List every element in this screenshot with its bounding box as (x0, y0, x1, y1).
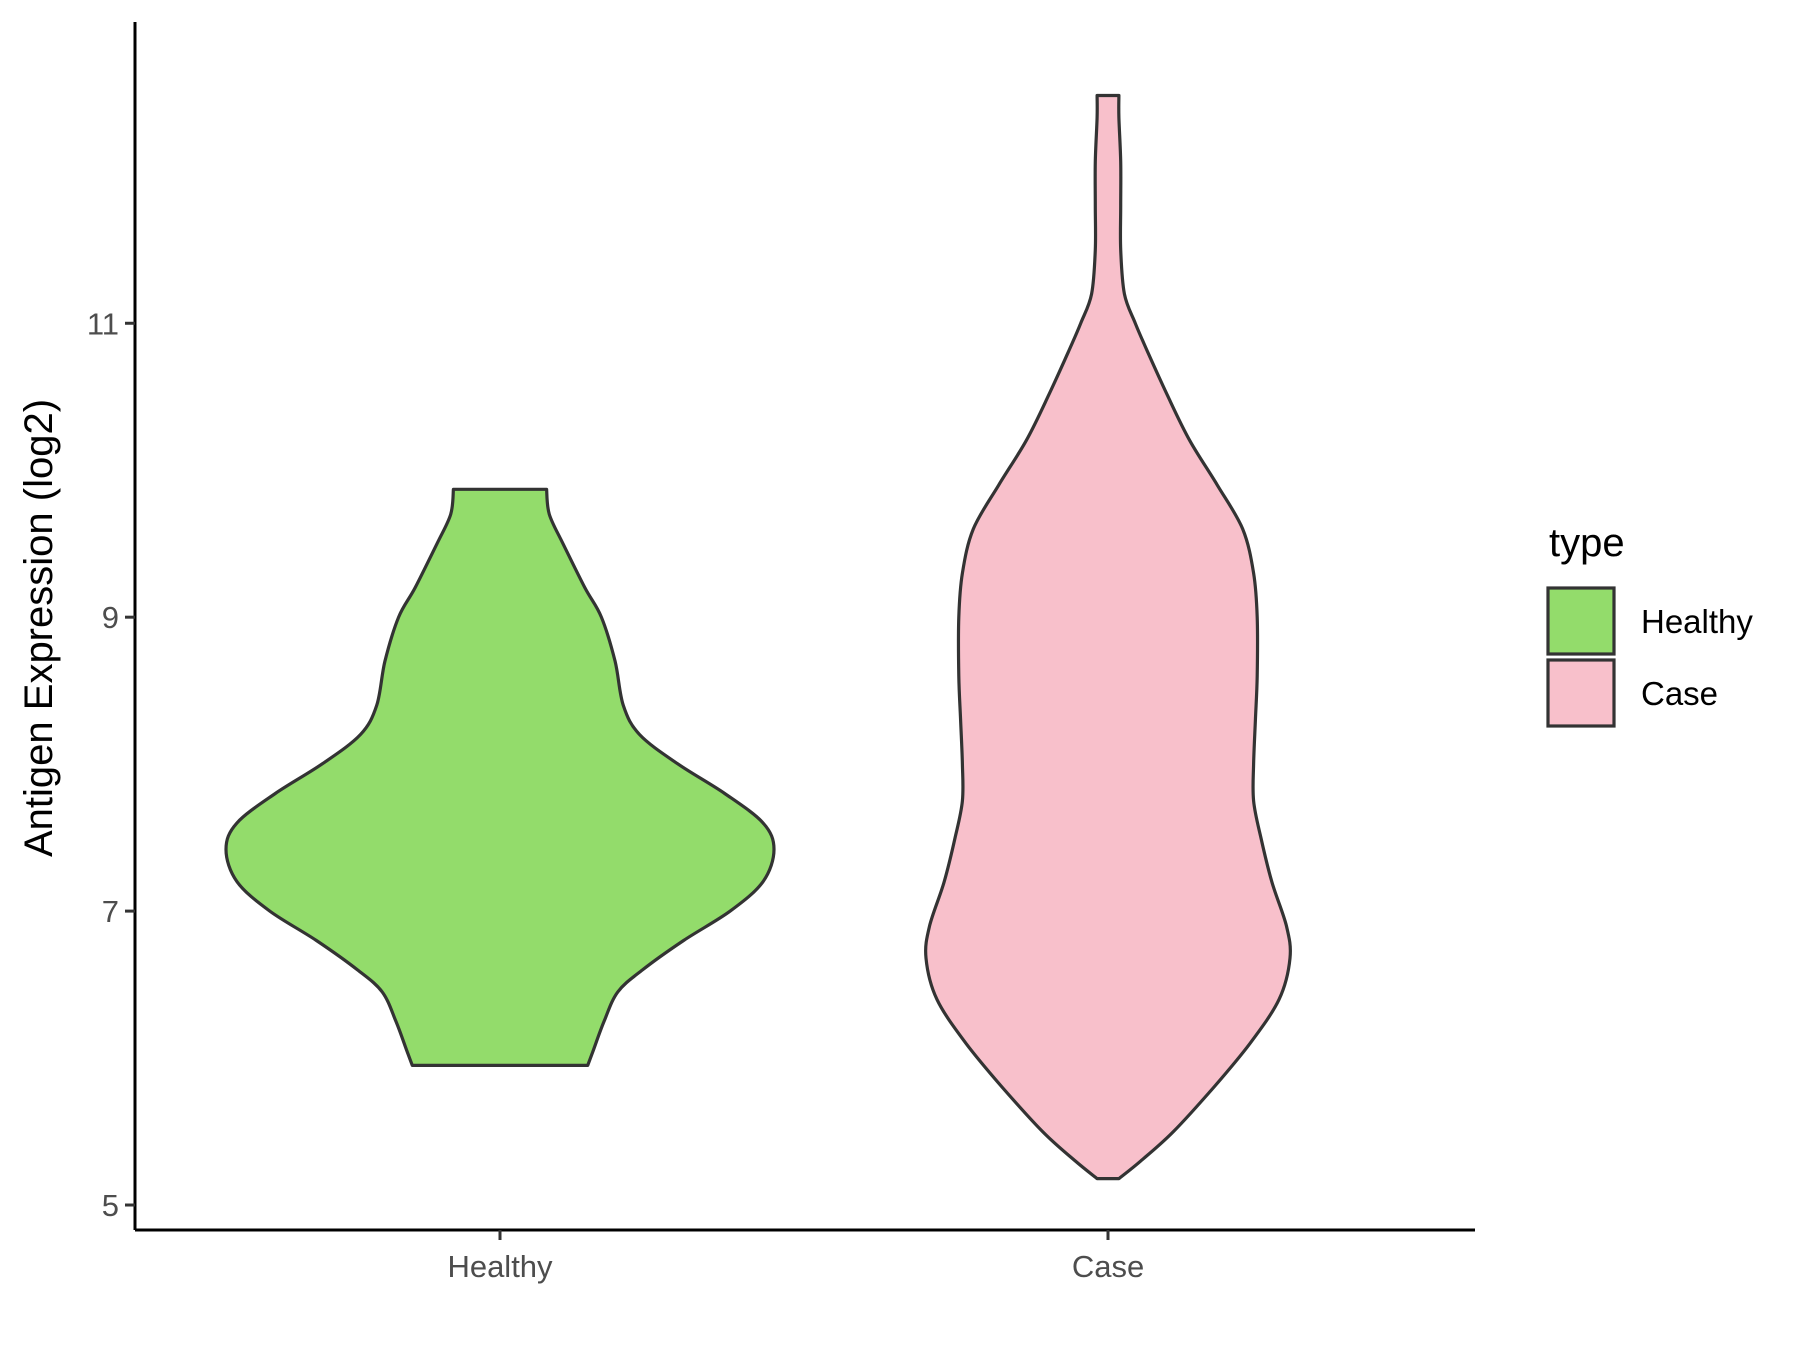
y-tick-label-5: 5 (102, 1188, 119, 1223)
y-tick-label-11: 11 (87, 306, 119, 341)
plot-area (224, 93, 1292, 1181)
x-tick-label-healthy: Healthy (447, 1249, 553, 1284)
legend-swatch-healthy (1546, 586, 1616, 656)
legend: type Healthy Case (1546, 521, 1753, 728)
x-tick-label-case: Case (1072, 1249, 1144, 1284)
violin-healthy (224, 487, 776, 1067)
violin-case (924, 93, 1292, 1181)
y-axis-title: Antigen Expression (log2) (17, 399, 61, 857)
legend-label-case: Case (1641, 675, 1718, 712)
legend-label-healthy: Healthy (1641, 603, 1753, 640)
y-tick-label-7: 7 (102, 894, 119, 929)
legend-swatch-case (1546, 658, 1616, 728)
y-tick-label-9: 9 (102, 600, 119, 635)
y-axis: 5 7 9 11 (87, 22, 137, 1230)
legend-title: type (1549, 521, 1625, 565)
x-axis: Healthy Case (135, 1228, 1475, 1284)
